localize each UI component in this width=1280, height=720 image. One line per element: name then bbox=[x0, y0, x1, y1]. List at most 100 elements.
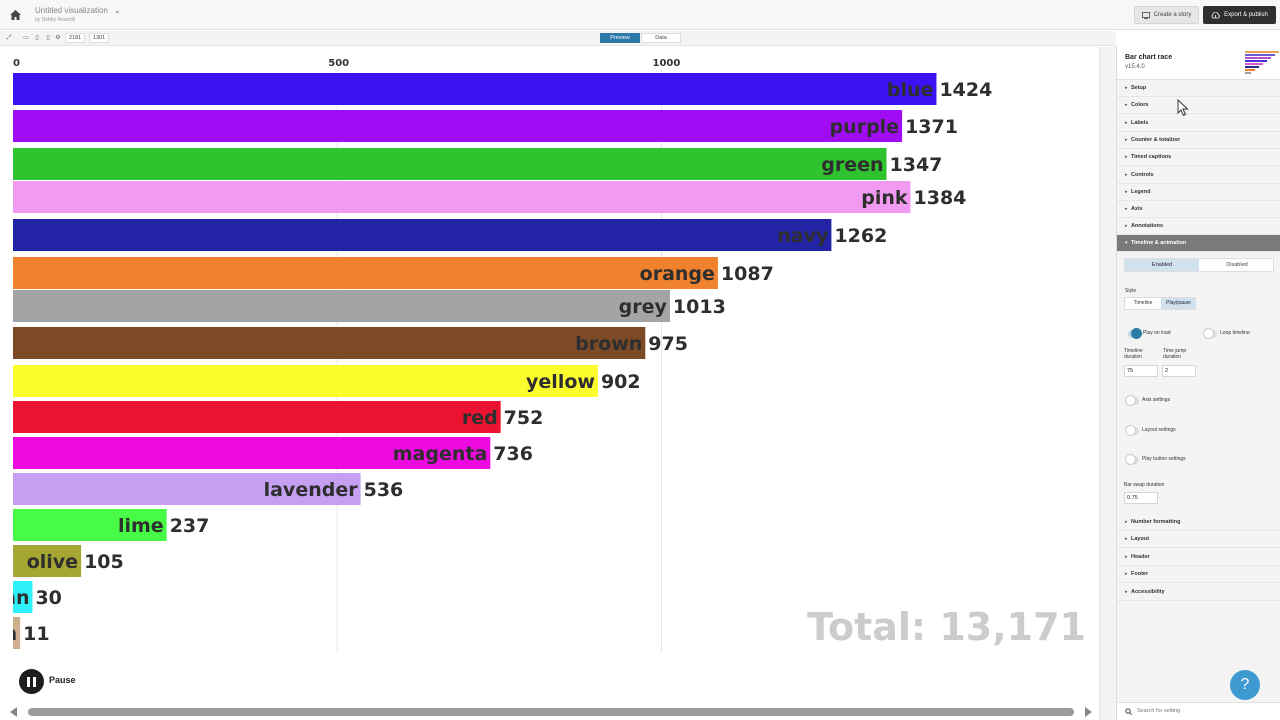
horizontal-scrollbar[interactable] bbox=[0, 704, 1100, 720]
section-layout[interactable]: ▸ Layout bbox=[1117, 531, 1280, 549]
time-jump-label: Time jump duration bbox=[1163, 348, 1186, 360]
layout-settings-switch[interactable] bbox=[1125, 425, 1139, 436]
chevron-right-icon: ▸ bbox=[1125, 85, 1128, 91]
search-icon bbox=[1125, 708, 1132, 715]
bar-label-group: tan bbox=[0, 623, 17, 645]
bar-swap-duration-input[interactable]: 0.75 bbox=[1124, 492, 1158, 504]
bar-label-group: grey bbox=[619, 296, 668, 318]
timeline-enabled-toggle: Enabled Disabled bbox=[1124, 258, 1274, 272]
top-bar: Untitled visualization ⌄ by Debby Reachil… bbox=[0, 0, 1280, 30]
bar-label-grey: grey bbox=[619, 296, 668, 318]
bar-green bbox=[13, 148, 887, 180]
section-counter-totalizer[interactable]: ▸ Counter & totalizer bbox=[1117, 132, 1280, 149]
scrollbar-thumb[interactable] bbox=[28, 708, 1074, 716]
bar-yellow bbox=[13, 365, 598, 397]
bar-red bbox=[13, 401, 501, 433]
document-title[interactable]: Untitled visualization ⌄ bbox=[35, 6, 121, 15]
scroll-right-arrow-icon[interactable] bbox=[1085, 707, 1092, 717]
style-label: Style bbox=[1125, 288, 1137, 294]
home-icon[interactable] bbox=[6, 6, 24, 24]
loop-timeline-switch[interactable] bbox=[1203, 328, 1217, 339]
export-publish-button[interactable]: Export & publish bbox=[1203, 6, 1276, 24]
bar-magenta bbox=[13, 437, 491, 469]
style-playpause-option[interactable]: Play/pause bbox=[1161, 298, 1196, 309]
disabled-option[interactable]: Disabled bbox=[1226, 262, 1248, 268]
style-timeline-option[interactable]: Timeline bbox=[1133, 300, 1153, 306]
mobile-icon[interactable]: ▯ bbox=[46, 35, 50, 41]
bar-value-lime: 237 bbox=[170, 515, 210, 537]
section-header[interactable]: ▸ Header bbox=[1117, 549, 1280, 566]
chevron-right-icon: ▸ bbox=[1125, 588, 1128, 595]
axis-settings-switch[interactable] bbox=[1125, 395, 1139, 406]
expand-icon[interactable]: ⤢ bbox=[6, 35, 12, 41]
bar-lavender bbox=[13, 473, 361, 505]
gear-icon[interactable]: ⚙ bbox=[55, 35, 61, 41]
desktop-icon[interactable]: ▭ bbox=[23, 35, 29, 41]
section-annotations[interactable]: ▸ Annotations bbox=[1117, 218, 1280, 236]
axis-tick-label: 0 bbox=[13, 58, 20, 69]
bar-label-navy: navy bbox=[777, 225, 829, 247]
bar-navy bbox=[13, 219, 832, 251]
height-input[interactable]: 1301 bbox=[89, 33, 110, 43]
bar-blue bbox=[13, 73, 937, 105]
section-accessibility[interactable]: ▸ Accessibility bbox=[1117, 584, 1280, 601]
chevron-right-icon: ▸ bbox=[1125, 188, 1128, 195]
section-label: Footer bbox=[1131, 571, 1149, 578]
section-timeline-animation[interactable]: ▾ Timeline & animation bbox=[1117, 235, 1280, 252]
section-controls[interactable]: ▸ Controls bbox=[1117, 167, 1280, 184]
timeline-duration-input[interactable]: 75 bbox=[1124, 365, 1158, 377]
section-axis[interactable]: ▸ Axis bbox=[1117, 201, 1280, 219]
section-colors[interactable]: ▸ Colors bbox=[1117, 97, 1280, 115]
bar-value-lavender: 536 bbox=[364, 479, 404, 501]
pause-label[interactable]: Pause bbox=[49, 675, 76, 685]
chevron-right-icon: ▸ bbox=[1125, 136, 1128, 143]
section-number-formatting[interactable]: ▸ Number formatting bbox=[1117, 514, 1280, 531]
mouse-cursor-icon bbox=[1177, 99, 1189, 117]
create-story-button[interactable]: Create a story bbox=[1134, 6, 1199, 24]
help-button[interactable]: ? bbox=[1230, 670, 1260, 700]
bar-label-brown: brown bbox=[575, 333, 642, 355]
scroll-left-arrow-icon[interactable] bbox=[10, 707, 17, 717]
time-jump-input[interactable]: 2 bbox=[1162, 365, 1196, 377]
enabled-option[interactable]: Enabled bbox=[1125, 259, 1199, 271]
bar-value-tan: 11 bbox=[23, 623, 49, 645]
settings-search[interactable]: Search for setting bbox=[1117, 702, 1280, 720]
bar-label-group: pink bbox=[861, 187, 908, 209]
play-button-settings-switch[interactable] bbox=[1125, 454, 1139, 465]
width-input[interactable]: 2181 bbox=[65, 33, 86, 43]
bar-label-pink: pink bbox=[861, 187, 908, 209]
bar-value-purple: 1371 bbox=[905, 116, 958, 138]
document-title-text[interactable]: Untitled visualization bbox=[35, 6, 108, 15]
play-on-load-switch[interactable] bbox=[1128, 328, 1142, 339]
chevron-down-icon[interactable]: ⌄ bbox=[113, 6, 121, 15]
section-labels[interactable]: ▸ Labels bbox=[1117, 115, 1280, 132]
section-label: Number formatting bbox=[1131, 519, 1181, 525]
section-footer[interactable]: ▸ Footer bbox=[1117, 566, 1280, 584]
chevron-right-icon: ▸ bbox=[1125, 519, 1128, 525]
bar-label-magenta: magenta bbox=[393, 443, 488, 465]
tablet-icon[interactable]: ▯ bbox=[35, 35, 39, 41]
tab-data[interactable]: Data bbox=[641, 33, 681, 43]
chevron-right-icon: ▸ bbox=[1125, 154, 1128, 161]
bar-label-group: purple bbox=[830, 116, 900, 138]
axis-settings-label: Axis settings bbox=[1142, 397, 1171, 403]
bar-value-yellow: 902 bbox=[601, 371, 641, 393]
pause-button[interactable] bbox=[19, 669, 44, 694]
bar-pink bbox=[13, 181, 911, 213]
switch-knob bbox=[1125, 395, 1136, 406]
chevron-right-icon: ▸ bbox=[1125, 206, 1128, 213]
section-timed-captions[interactable]: ▸ Timed captions bbox=[1117, 149, 1280, 167]
section-label: Labels bbox=[1131, 119, 1149, 126]
bar-label-tan: tan bbox=[0, 623, 17, 645]
bar-label-group: red bbox=[462, 407, 498, 429]
search-input[interactable]: Search for setting bbox=[1137, 708, 1181, 714]
chevron-right-icon: ▸ bbox=[1125, 102, 1128, 109]
section-label: Axis bbox=[1131, 206, 1143, 213]
bar-label-red: red bbox=[462, 407, 498, 429]
section-legend[interactable]: ▸ Legend bbox=[1117, 184, 1280, 201]
bar-grey bbox=[13, 290, 670, 322]
tab-preview[interactable]: Preview bbox=[600, 33, 640, 43]
timeline-duration-label: Timeline duration bbox=[1124, 348, 1143, 360]
section-setup[interactable]: ▸ Setup bbox=[1117, 80, 1280, 97]
bar-label-group: blue bbox=[887, 79, 934, 101]
